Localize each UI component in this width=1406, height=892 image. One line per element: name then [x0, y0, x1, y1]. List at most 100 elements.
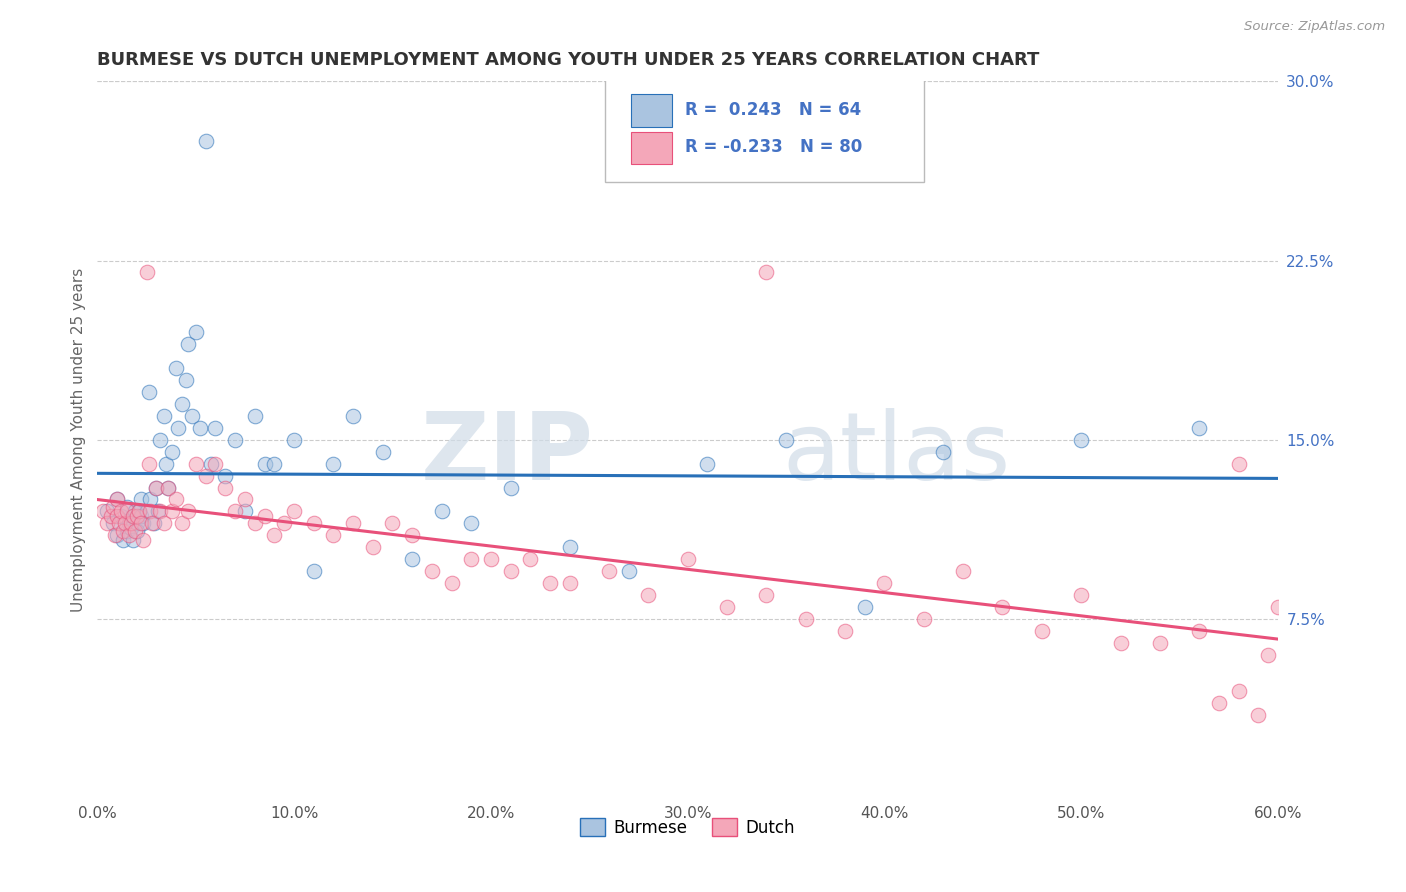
- Point: [167, 421, 190, 435]
- Legend: Burmese, Dutch: Burmese, Dutch: [574, 812, 801, 844]
- Point: [105, 492, 128, 507]
- Point: [148, 504, 170, 518]
- Point: [115, 524, 138, 538]
- Point: [322, 528, 344, 542]
- Point: [141, 516, 163, 531]
- Point: [361, 541, 384, 555]
- Point: [204, 421, 226, 435]
- Point: [101, 500, 124, 514]
- Point: [755, 588, 778, 602]
- Point: [243, 516, 266, 531]
- Point: [157, 481, 180, 495]
- Point: [125, 516, 148, 531]
- Point: [110, 504, 132, 518]
- Point: [519, 552, 541, 566]
- Point: [253, 457, 276, 471]
- Point: [170, 397, 193, 411]
- Point: [233, 504, 256, 518]
- Point: [598, 564, 620, 578]
- Point: [302, 564, 325, 578]
- Point: [143, 516, 166, 531]
- Point: [139, 492, 162, 507]
- Point: [170, 516, 193, 531]
- Point: [243, 409, 266, 423]
- Point: [912, 612, 935, 626]
- Point: [101, 516, 124, 531]
- Point: [138, 457, 160, 471]
- Point: [115, 500, 138, 514]
- Point: [1070, 588, 1092, 602]
- Point: [129, 516, 152, 531]
- Point: [1227, 457, 1250, 471]
- Point: [184, 325, 207, 339]
- Point: [401, 552, 423, 566]
- Point: [165, 361, 187, 376]
- Point: [794, 612, 817, 626]
- Point: [128, 504, 150, 518]
- Point: [558, 576, 581, 591]
- Point: [111, 533, 134, 547]
- Point: [302, 516, 325, 531]
- Point: [135, 265, 157, 279]
- Point: [853, 599, 876, 614]
- Point: [145, 481, 167, 495]
- Point: [676, 552, 699, 566]
- FancyBboxPatch shape: [631, 95, 672, 127]
- Point: [120, 516, 142, 531]
- FancyBboxPatch shape: [605, 74, 924, 182]
- Point: [499, 564, 522, 578]
- Point: [177, 504, 200, 518]
- Point: [499, 481, 522, 495]
- Point: [125, 524, 148, 538]
- Point: [381, 516, 404, 531]
- Point: [128, 504, 150, 518]
- FancyBboxPatch shape: [631, 131, 672, 164]
- Point: [991, 599, 1014, 614]
- Point: [115, 504, 138, 518]
- Point: [118, 528, 141, 542]
- Point: [188, 421, 211, 435]
- Text: R = -0.233   N = 80: R = -0.233 N = 80: [685, 138, 862, 156]
- Point: [558, 541, 581, 555]
- Point: [121, 533, 143, 547]
- Point: [157, 481, 180, 495]
- Point: [180, 409, 202, 423]
- Text: atlas: atlas: [782, 408, 1011, 500]
- Point: [283, 504, 305, 518]
- Point: [1247, 707, 1270, 722]
- Point: [479, 552, 502, 566]
- Point: [1257, 648, 1279, 662]
- Point: [1188, 421, 1211, 435]
- Point: [283, 433, 305, 447]
- Point: [1149, 636, 1171, 650]
- Point: [174, 373, 197, 387]
- Point: [184, 457, 207, 471]
- Point: [253, 509, 276, 524]
- Point: [125, 509, 148, 524]
- Point: [263, 528, 285, 542]
- Point: [153, 409, 176, 423]
- Point: [124, 504, 146, 518]
- Point: [120, 521, 142, 535]
- Point: [153, 516, 176, 531]
- Point: [637, 588, 659, 602]
- Point: [105, 492, 128, 507]
- Point: [233, 492, 256, 507]
- Point: [617, 564, 640, 578]
- Point: [138, 384, 160, 399]
- Text: Source: ZipAtlas.com: Source: ZipAtlas.com: [1244, 20, 1385, 33]
- Point: [160, 444, 183, 458]
- Point: [224, 504, 246, 518]
- Point: [1267, 599, 1289, 614]
- Point: [430, 504, 453, 518]
- Text: R =  0.243   N = 64: R = 0.243 N = 64: [685, 101, 862, 119]
- Point: [131, 516, 153, 531]
- Point: [716, 599, 738, 614]
- Point: [204, 457, 226, 471]
- Point: [110, 509, 132, 524]
- Point: [177, 337, 200, 351]
- Point: [1208, 696, 1230, 710]
- Point: [149, 504, 172, 518]
- Point: [121, 509, 143, 524]
- Point: [401, 528, 423, 542]
